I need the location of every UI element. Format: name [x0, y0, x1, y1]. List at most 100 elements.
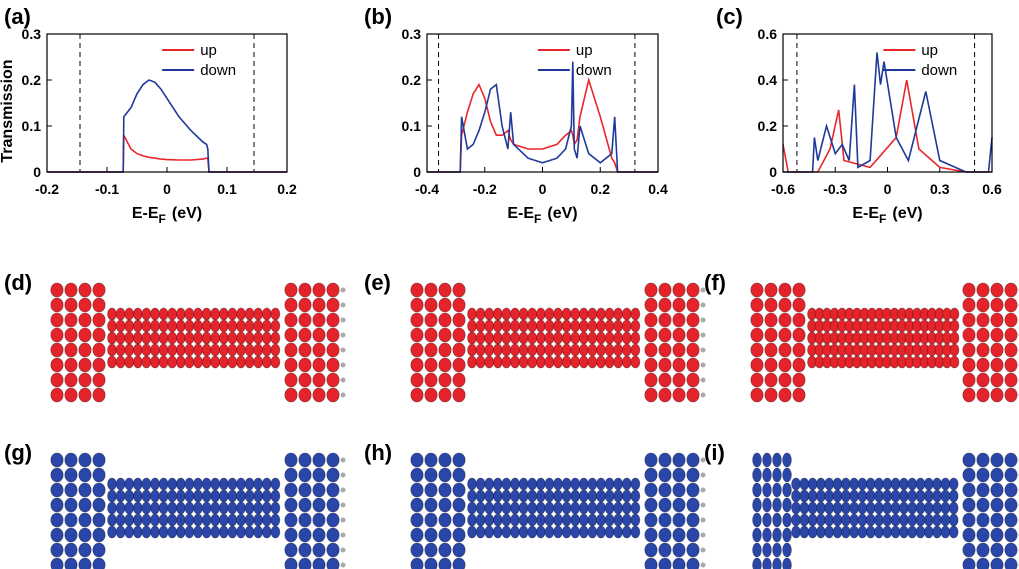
- orbital-lobe: [991, 558, 1003, 569]
- orbital-lobe: [254, 344, 263, 356]
- orbital-lobe: [51, 543, 63, 557]
- orbital-lobe: [476, 526, 485, 538]
- orbital-lobe: [536, 478, 545, 490]
- orbital-lobe: [751, 373, 763, 387]
- orbital-lobe: [151, 526, 160, 538]
- orbital-lobe: [159, 308, 168, 320]
- orbital-lobe: [245, 356, 254, 368]
- orbital-lobe: [502, 502, 511, 514]
- orbital-lobe: [765, 328, 777, 342]
- orbital-lobe: [977, 373, 989, 387]
- orbital-lobe: [645, 373, 657, 387]
- orbital-lobe: [949, 478, 958, 490]
- y-tick-label: 0.3: [402, 26, 422, 42]
- orbital-lobe: [254, 526, 263, 538]
- orbital-lobe: [891, 514, 900, 526]
- orbital-lobe: [571, 526, 580, 538]
- orbital-lobe: [554, 490, 563, 502]
- orbital-lobe: [631, 320, 640, 332]
- orbital-lobe: [631, 526, 640, 538]
- orbital-lobe: [858, 526, 867, 538]
- orbital-lobe: [211, 308, 220, 320]
- orbital-lobe: [313, 528, 325, 542]
- orbital-lobe: [176, 526, 185, 538]
- orbital-lobe: [528, 502, 537, 514]
- orbital-lobe: [545, 478, 554, 490]
- orbital-lobe: [411, 328, 423, 342]
- legend-label: down: [921, 62, 957, 79]
- orbital-lobe: [125, 490, 134, 502]
- orbital-lobe: [891, 478, 900, 490]
- orbital-lobe: [1005, 328, 1017, 342]
- orbital-lobe: [142, 320, 151, 332]
- orbital-lobe: [645, 358, 657, 372]
- orbital-lobe: [185, 332, 194, 344]
- orbital-lobe: [779, 343, 791, 357]
- orbital-lobe: [468, 308, 477, 320]
- orbital-lobe: [228, 526, 237, 538]
- orbital-lobe: [631, 490, 640, 502]
- orbital-lobe: [949, 502, 958, 514]
- orbital-lobe: [133, 514, 142, 526]
- y-axis-title: Transmission: [0, 59, 16, 162]
- orbital-lobe: [185, 502, 194, 514]
- orbital-lobe: [579, 478, 588, 490]
- orbital-lobe: [254, 308, 263, 320]
- orbital-lobe: [211, 320, 220, 332]
- orbital-lobe: [254, 502, 263, 514]
- orbital-lobe: [116, 478, 125, 490]
- orbital-lobe: [765, 358, 777, 372]
- orbital-lobe: [673, 453, 685, 467]
- orbital-lobe: [108, 490, 117, 502]
- orbital-lobe: [800, 490, 809, 502]
- orbital-lobe: [79, 283, 91, 297]
- orbital-lobe: [439, 528, 451, 542]
- orbital-lobe: [659, 453, 671, 467]
- orbital-lobe: [299, 453, 311, 467]
- orbital-lobe: [963, 498, 975, 512]
- orbital-lobe: [659, 328, 671, 342]
- panel-label: (h): [364, 440, 392, 465]
- orbital-lobe: [493, 526, 502, 538]
- x-tick-label: -0.1: [95, 181, 119, 197]
- orbital-lobe: [825, 478, 834, 490]
- orbital-lobe: [753, 513, 762, 527]
- x-tick-label: 0.3: [930, 181, 950, 197]
- orbital-lobe: [991, 453, 1003, 467]
- orbital-lobe: [65, 388, 77, 402]
- orbital-lobe: [453, 483, 465, 497]
- orbital-lobe: [579, 514, 588, 526]
- orbital-lobe: [950, 356, 959, 368]
- orbital-lobe: [850, 478, 859, 490]
- y-tick-label: 0: [769, 164, 777, 180]
- orbital-lobe: [645, 498, 657, 512]
- orbital-lobe: [588, 308, 597, 320]
- orbital-lobe: [299, 543, 311, 557]
- orbital-lobe: [1005, 343, 1017, 357]
- orbital-lobe: [411, 388, 423, 402]
- orbital-lobe: [313, 358, 325, 372]
- orbital-lobe: [211, 332, 220, 344]
- orbital-lobe: [228, 478, 237, 490]
- orbital-lobe: [687, 343, 699, 357]
- orbital-lobe: [133, 320, 142, 332]
- orbital-lobe: [453, 388, 465, 402]
- orbital-lobe: [753, 468, 762, 482]
- x-axis-title-part: F: [879, 212, 886, 226]
- orbital-lobe: [687, 468, 699, 482]
- orbital-lobe: [228, 308, 237, 320]
- orbital-lobe: [65, 513, 77, 527]
- orbital-lobe: [271, 344, 280, 356]
- orbital-lobe: [773, 453, 782, 467]
- orbital-lobe: [202, 526, 211, 538]
- hydrogen-atom: [341, 363, 346, 368]
- orbital-lobe: [79, 513, 91, 527]
- orbital-lobe: [991, 343, 1003, 357]
- orbital-lobe: [237, 502, 246, 514]
- orbital-lobe: [425, 388, 437, 402]
- orbital-lobe: [93, 498, 105, 512]
- orbital-lobe: [176, 356, 185, 368]
- orbital-lobe: [245, 490, 254, 502]
- x-axis-title-part: E-E: [507, 205, 534, 222]
- orbital-lobe: [219, 514, 228, 526]
